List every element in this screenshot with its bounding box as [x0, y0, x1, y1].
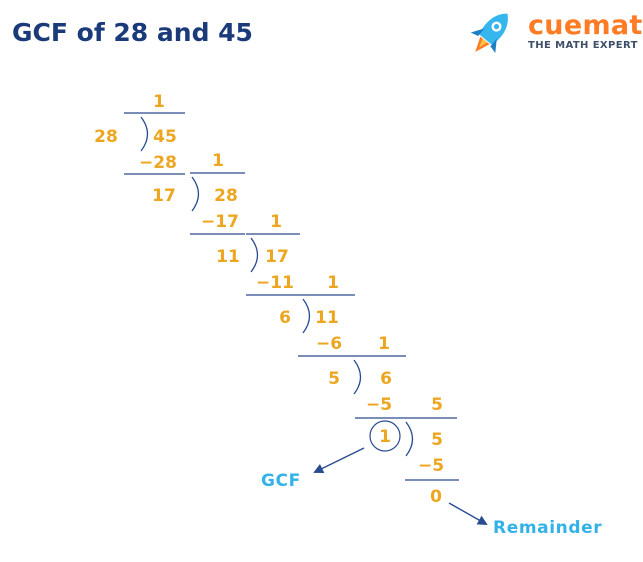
brand-tagline: THE MATH EXPERT	[528, 40, 638, 51]
final-remainder-value: 0	[430, 487, 442, 507]
division-bracket	[140, 116, 149, 152]
dividend-value: 11	[315, 308, 339, 328]
remainder-arrow	[448, 502, 488, 525]
division-bracket	[302, 298, 311, 334]
subtrahend-value: −17	[201, 212, 239, 232]
quotient-value: 1	[270, 212, 282, 232]
gcf-arrow	[313, 447, 365, 473]
division-step: 1 11 17 −11	[216, 212, 355, 296]
division-bracket	[405, 421, 414, 457]
divisor-value: 28	[94, 127, 118, 147]
divisor-value: 17	[152, 186, 176, 206]
dividend-value: 28	[214, 186, 238, 206]
quotient-value: 1	[378, 334, 390, 354]
page-title: GCF of 28 and 45	[12, 18, 253, 47]
division-bracket	[191, 176, 200, 212]
quotient-value: 1	[153, 92, 165, 112]
quotient-value: 1	[212, 151, 224, 171]
division-step: 1 5 6 −5	[328, 334, 457, 419]
divisor-value: 5	[328, 369, 340, 389]
divisor-value: 6	[279, 308, 291, 328]
subtrahend-value: −11	[256, 273, 294, 293]
dividend-value: 17	[265, 247, 289, 267]
remainder-label: Remainder	[493, 518, 602, 538]
subtrahend-value: −5	[418, 456, 444, 476]
cuemath-logo: cuemath THE MATH EXPERT	[462, 4, 643, 60]
division-step: 1 17 28 −17	[152, 151, 245, 235]
subtrahend-value: −5	[366, 395, 392, 415]
division-step: 1 28 45 −28	[94, 92, 185, 175]
rocket-icon	[470, 13, 508, 54]
quotient-value: 5	[431, 395, 443, 415]
gcf-label: GCF	[261, 471, 301, 491]
brand-name: cuemath	[528, 10, 643, 41]
division-step: 1 6 11 −6	[279, 273, 406, 357]
division-bracket	[250, 237, 259, 273]
divisor-value: 1	[379, 427, 391, 447]
divisor-value: 11	[216, 247, 240, 267]
division-bracket	[353, 359, 362, 395]
subtrahend-value: −28	[139, 153, 177, 173]
quotient-value: 1	[327, 273, 339, 293]
dividend-value: 5	[431, 430, 443, 450]
subtrahend-value: −6	[316, 334, 342, 354]
gcf-highlight-circle	[369, 420, 401, 452]
division-step: 5 1 5 −5 0	[369, 395, 459, 507]
dividend-value: 6	[380, 369, 392, 389]
dividend-value: 45	[153, 127, 177, 147]
